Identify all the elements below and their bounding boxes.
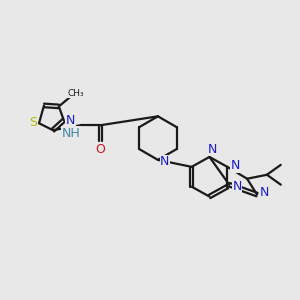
Text: N: N — [260, 186, 270, 199]
Text: N: N — [208, 142, 217, 155]
Text: CH₃: CH₃ — [68, 89, 84, 98]
Text: N: N — [232, 180, 242, 193]
Text: O: O — [95, 142, 105, 155]
Text: N: N — [160, 155, 170, 168]
Text: N: N — [230, 159, 240, 172]
Text: NH: NH — [61, 127, 80, 140]
Text: N: N — [66, 114, 75, 127]
Text: S: S — [29, 116, 37, 129]
